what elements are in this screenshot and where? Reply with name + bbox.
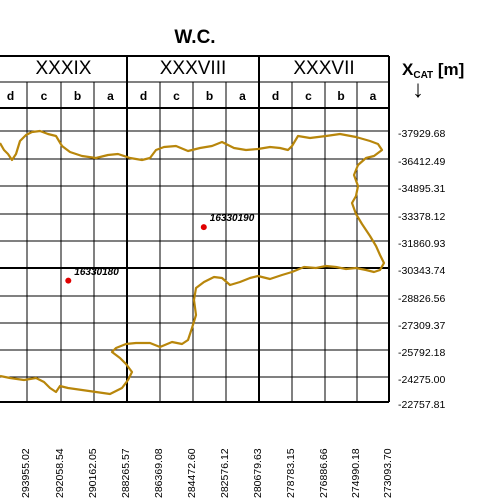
y-tick-label: -37929.68 <box>398 128 446 140</box>
column-letter: c <box>173 89 180 103</box>
x-tick-label: 280679.63 <box>252 448 264 498</box>
section-label-xxxvii: XXXVII <box>293 58 355 79</box>
x-tick-label: 284472.60 <box>186 448 198 498</box>
column-letter: c <box>40 89 48 103</box>
x-tick-label: 278783.15 <box>285 448 297 498</box>
y-tick-label: -33378.12 <box>398 211 446 223</box>
map-title: W.C. <box>174 27 216 48</box>
x-tick-label: 293955.02 <box>20 448 32 498</box>
point-label: 16330180 <box>74 266 119 278</box>
point-label: 16330190 <box>209 213 255 225</box>
x-tick-label: 282576.12 <box>219 448 231 498</box>
x-tick-label: 276886.66 <box>318 448 330 498</box>
boundary-line <box>0 129 386 396</box>
column-letter: c <box>305 89 312 103</box>
column-letter: a <box>239 89 246 103</box>
axis-label-unit: [m] <box>437 60 465 79</box>
down-arrow-icon: ↓ <box>412 76 424 103</box>
column-letter: b <box>73 89 82 103</box>
y-tick-label: -27309.37 <box>398 320 446 332</box>
column-letter: b <box>205 89 214 103</box>
column-letter: d <box>139 89 148 103</box>
y-tick-label: -36412.49 <box>398 156 446 168</box>
grid-lines <box>0 55 390 403</box>
point-marker <box>65 277 72 284</box>
y-tick-label: -28826.56 <box>398 293 446 305</box>
x-tick-label: 286369.08 <box>153 448 165 498</box>
column-letter: d <box>6 89 15 103</box>
section-label-xxxix: XXXIX <box>35 58 92 79</box>
column-letter: d <box>271 89 280 103</box>
y-tick-label: -22757.81 <box>398 399 446 411</box>
x-tick-label: 292058.54 <box>54 448 66 498</box>
y-tick-label: -31860.93 <box>398 238 446 250</box>
axis-label-sub: CAT <box>413 70 434 81</box>
column-letter: b <box>337 89 345 103</box>
x-tick-label: 274990.18 <box>350 448 362 498</box>
y-tick-label: -25792.18 <box>398 347 446 359</box>
y-tick-label: -34895.31 <box>398 183 446 195</box>
point-marker <box>200 224 207 231</box>
x-tick-label: 273093.70 <box>382 448 394 498</box>
column-letter: a <box>369 89 377 103</box>
y-axis-label: XCAT [m] <box>402 60 464 81</box>
x-tick-label: 290162.05 <box>87 448 99 498</box>
axis-label-main: X <box>402 60 414 79</box>
column-letter: a <box>107 89 114 103</box>
y-tick-label: -30343.74 <box>398 265 446 277</box>
point-markers <box>65 224 207 284</box>
section-label-xxxviii: XXXVIII <box>159 58 227 79</box>
y-tick-label: -24275.00 <box>398 374 446 386</box>
x-tick-label: 288265.57 <box>120 448 132 498</box>
